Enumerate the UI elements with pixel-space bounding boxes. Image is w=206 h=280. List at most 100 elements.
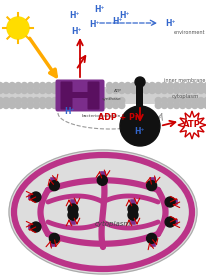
Text: H⁺: H⁺ xyxy=(134,127,145,136)
FancyBboxPatch shape xyxy=(28,224,34,230)
Circle shape xyxy=(88,97,94,104)
Text: H⁺: H⁺ xyxy=(119,10,130,20)
Text: H⁺: H⁺ xyxy=(69,11,80,20)
FancyBboxPatch shape xyxy=(60,81,72,109)
Circle shape xyxy=(185,97,191,104)
Circle shape xyxy=(97,175,107,185)
Circle shape xyxy=(3,83,9,88)
Ellipse shape xyxy=(9,150,196,274)
Circle shape xyxy=(124,87,130,94)
Circle shape xyxy=(142,87,148,94)
Text: H⁺: H⁺ xyxy=(89,20,100,29)
FancyBboxPatch shape xyxy=(50,241,56,247)
Circle shape xyxy=(191,102,197,108)
Circle shape xyxy=(49,181,59,191)
Circle shape xyxy=(106,87,112,94)
Circle shape xyxy=(124,83,130,88)
Circle shape xyxy=(33,87,39,94)
Circle shape xyxy=(118,97,124,104)
Circle shape xyxy=(106,83,112,88)
Circle shape xyxy=(52,102,57,108)
FancyBboxPatch shape xyxy=(171,219,177,225)
Circle shape xyxy=(173,102,179,108)
Circle shape xyxy=(191,97,197,104)
FancyBboxPatch shape xyxy=(28,194,34,200)
Circle shape xyxy=(0,102,3,108)
Circle shape xyxy=(3,97,9,104)
Text: environment: environment xyxy=(173,31,204,36)
FancyBboxPatch shape xyxy=(87,81,99,109)
Circle shape xyxy=(33,102,39,108)
Text: H⁺: H⁺ xyxy=(71,27,82,36)
Circle shape xyxy=(142,83,148,88)
Circle shape xyxy=(185,102,191,108)
Circle shape xyxy=(0,97,3,104)
Circle shape xyxy=(173,83,179,88)
Circle shape xyxy=(46,83,52,88)
FancyBboxPatch shape xyxy=(70,219,75,225)
Circle shape xyxy=(136,83,142,88)
Text: ADP + Pi: ADP + Pi xyxy=(98,113,137,122)
Circle shape xyxy=(197,87,203,94)
Circle shape xyxy=(149,83,154,88)
Circle shape xyxy=(154,87,160,94)
Circle shape xyxy=(64,102,70,108)
Circle shape xyxy=(0,83,3,88)
Circle shape xyxy=(31,192,41,202)
Circle shape xyxy=(39,87,45,94)
Circle shape xyxy=(68,210,78,220)
Circle shape xyxy=(203,102,206,108)
Circle shape xyxy=(100,97,106,104)
FancyBboxPatch shape xyxy=(50,177,56,183)
Circle shape xyxy=(154,102,160,108)
FancyBboxPatch shape xyxy=(55,80,104,111)
Circle shape xyxy=(33,97,39,104)
FancyBboxPatch shape xyxy=(130,219,135,225)
Circle shape xyxy=(21,97,27,104)
Circle shape xyxy=(46,97,52,104)
Circle shape xyxy=(136,87,142,94)
Circle shape xyxy=(46,102,52,108)
Circle shape xyxy=(203,97,206,104)
Circle shape xyxy=(94,97,100,104)
Circle shape xyxy=(15,102,21,108)
Circle shape xyxy=(179,102,185,108)
Circle shape xyxy=(173,87,179,94)
Bar xyxy=(70,92,90,99)
Circle shape xyxy=(52,87,57,94)
Text: cytoplasm: cytoplasm xyxy=(171,94,198,99)
Text: bacteriorhodopsin: bacteriorhodopsin xyxy=(82,114,121,118)
Circle shape xyxy=(3,87,9,94)
Circle shape xyxy=(179,97,185,104)
Circle shape xyxy=(118,83,124,88)
Circle shape xyxy=(15,97,21,104)
Circle shape xyxy=(146,181,156,191)
Circle shape xyxy=(58,97,64,104)
Circle shape xyxy=(39,97,45,104)
Circle shape xyxy=(127,210,137,220)
Circle shape xyxy=(167,83,173,88)
Bar xyxy=(0,87,206,104)
Circle shape xyxy=(94,102,100,108)
Circle shape xyxy=(130,87,136,94)
Circle shape xyxy=(21,87,27,94)
Circle shape xyxy=(52,83,57,88)
Circle shape xyxy=(154,83,160,88)
FancyBboxPatch shape xyxy=(150,241,155,247)
Circle shape xyxy=(3,102,9,108)
Text: H⁺: H⁺ xyxy=(64,108,75,116)
Circle shape xyxy=(76,97,82,104)
Circle shape xyxy=(203,87,206,94)
Circle shape xyxy=(21,102,27,108)
FancyBboxPatch shape xyxy=(70,199,75,205)
Circle shape xyxy=(197,102,203,108)
Circle shape xyxy=(15,87,21,94)
FancyBboxPatch shape xyxy=(100,171,105,177)
Circle shape xyxy=(100,102,106,108)
Circle shape xyxy=(39,102,45,108)
Circle shape xyxy=(112,102,118,108)
Text: ATP: ATP xyxy=(114,90,121,94)
Circle shape xyxy=(164,217,174,227)
Polygon shape xyxy=(177,111,205,139)
Circle shape xyxy=(27,97,33,104)
